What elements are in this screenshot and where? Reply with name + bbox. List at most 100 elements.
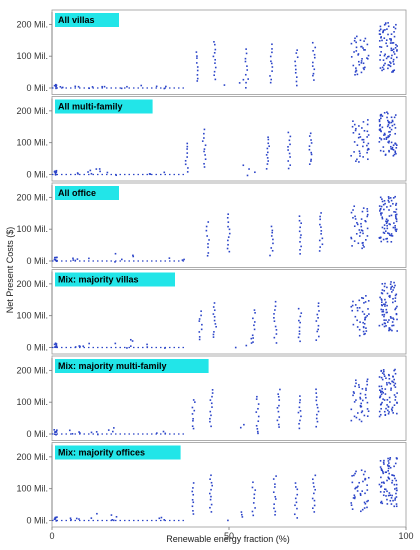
data-point [311, 497, 314, 500]
data-point [191, 413, 194, 415]
data-point [361, 58, 363, 60]
data-point [266, 157, 269, 159]
data-point [316, 413, 318, 416]
data-point [380, 51, 382, 53]
data-point [361, 388, 364, 390]
data-point [395, 220, 398, 223]
data-point [68, 429, 71, 432]
data-point [360, 71, 363, 74]
data-point [380, 308, 383, 311]
data-point [366, 227, 369, 230]
data-point [363, 40, 365, 42]
data-point [386, 227, 389, 230]
data-point [299, 226, 301, 229]
data-point [388, 140, 390, 143]
data-point [321, 243, 324, 246]
data-point [278, 416, 281, 418]
data-point [207, 252, 210, 254]
data-point [315, 425, 318, 428]
data-point [388, 411, 390, 413]
data-point [272, 238, 274, 241]
data-point [384, 488, 387, 491]
data-point [386, 111, 388, 113]
data-point [314, 474, 317, 477]
data-point [380, 292, 383, 294]
data-point [255, 398, 258, 400]
data-point [382, 481, 385, 484]
data-point [352, 391, 355, 393]
data-point [387, 196, 390, 198]
data-point [378, 236, 381, 239]
data-point [203, 150, 205, 153]
panel-label-badge [55, 13, 119, 27]
data-point [204, 154, 206, 156]
data-point [213, 41, 215, 43]
data-point [382, 470, 384, 473]
data-point [79, 432, 81, 434]
data-point [394, 227, 396, 229]
data-point [366, 215, 369, 218]
data-point [56, 256, 58, 259]
data-point [382, 369, 385, 371]
data-point [247, 78, 249, 80]
data-point [396, 318, 398, 321]
data-point [363, 246, 365, 248]
data-point [359, 392, 362, 395]
data-point [362, 141, 365, 144]
data-point [362, 244, 364, 246]
data-point [388, 396, 391, 399]
data-point [382, 309, 384, 311]
data-point [318, 335, 320, 338]
data-point [379, 296, 381, 299]
data-point [299, 410, 302, 412]
data-point [362, 62, 365, 65]
y-tick-label: 0 Mil. [26, 170, 48, 180]
data-point [393, 31, 395, 33]
data-point [244, 60, 247, 63]
data-point [56, 345, 58, 348]
data-point [381, 378, 384, 381]
data-point [382, 59, 385, 61]
data-point [387, 124, 390, 126]
data-point [389, 234, 391, 236]
data-point [381, 200, 384, 203]
data-point [352, 120, 354, 123]
data-point [112, 430, 114, 433]
data-point [382, 68, 385, 71]
data-point [101, 85, 103, 88]
data-point [381, 216, 384, 219]
data-point [360, 469, 363, 472]
data-point [360, 218, 363, 220]
data-point [394, 228, 397, 231]
data-point [55, 343, 58, 345]
data-point [352, 394, 354, 397]
data-point [358, 133, 361, 136]
data-point [315, 417, 318, 420]
data-point [353, 415, 356, 418]
data-point [55, 346, 57, 349]
data-point [387, 470, 390, 472]
data-point [358, 334, 361, 337]
data-point [289, 156, 291, 158]
data-point [380, 298, 383, 300]
data-point [254, 312, 256, 314]
y-tick-label: 100 Mil. [16, 51, 48, 61]
data-point [211, 389, 214, 391]
data-point [383, 132, 386, 135]
data-point [380, 485, 383, 487]
data-point [381, 289, 384, 291]
data-point [181, 259, 184, 261]
data-point [360, 60, 363, 62]
data-point [361, 490, 364, 492]
data-point [287, 131, 290, 134]
data-point [215, 325, 217, 328]
data-point [357, 242, 360, 245]
data-point [384, 230, 387, 232]
data-point [391, 380, 393, 383]
data-point [308, 145, 311, 147]
data-point [394, 499, 396, 501]
data-point [391, 235, 394, 237]
data-point [213, 319, 216, 322]
data-point [382, 392, 384, 394]
data-point [380, 476, 382, 479]
